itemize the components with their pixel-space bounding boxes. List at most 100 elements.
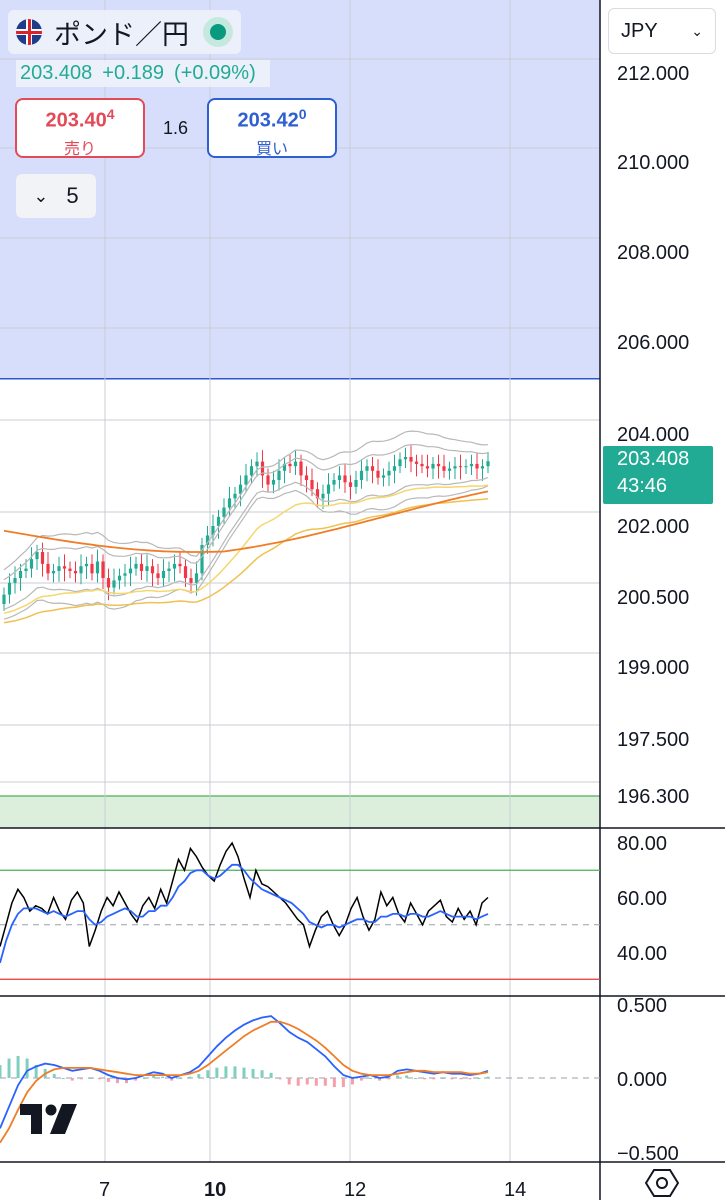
- rsi-axis-label-1: 60.00: [617, 888, 667, 910]
- symbol-header[interactable]: ポンド／円: [8, 10, 241, 54]
- candle-body: [288, 463, 292, 467]
- candle-body: [156, 573, 160, 579]
- candle-body: [227, 498, 232, 508]
- candle-body: [310, 480, 314, 490]
- candle-body: [436, 463, 441, 467]
- candle-body: [194, 573, 199, 583]
- candle-body: [480, 466, 485, 469]
- macd-histogram-bar: [206, 1070, 210, 1078]
- macd-histogram-bar: [269, 1072, 273, 1078]
- candle-body: [442, 466, 446, 471]
- candle-body: [90, 563, 94, 574]
- macd-histogram-bar: [287, 1078, 291, 1085]
- settings-hex-icon[interactable]: [645, 1168, 679, 1198]
- band-0: [3, 443, 489, 581]
- candle-body: [13, 578, 17, 583]
- candle-body: [167, 568, 171, 571]
- band-1: [3, 430, 489, 571]
- candle-body: [145, 566, 149, 571]
- candle-body: [431, 463, 435, 469]
- macd-histogram-bar: [459, 1078, 463, 1080]
- candle-body: [35, 552, 39, 560]
- macd-histogram-bar: [441, 1078, 445, 1079]
- macd-histogram-bar: [106, 1078, 110, 1082]
- last-price: 203.408: [20, 62, 93, 84]
- candle-body: [106, 578, 111, 588]
- macd-histogram-bar: [34, 1065, 38, 1078]
- candle-body: [172, 563, 177, 569]
- macd-histogram-bar: [369, 1078, 373, 1079]
- buy-price: 203.42: [237, 109, 299, 132]
- band-2: [3, 477, 489, 610]
- candle-body: [354, 480, 358, 487]
- candle-body: [255, 461, 259, 467]
- macd-histogram-bar: [88, 1078, 92, 1079]
- candle-body: [464, 466, 468, 468]
- macd-histogram-bar: [305, 1078, 309, 1085]
- candle-body: [123, 573, 127, 576]
- ema-mid: [3, 497, 489, 624]
- macd-histogram-bar: [477, 1078, 481, 1079]
- ema-fast: [3, 484, 489, 615]
- candle-body: [150, 566, 155, 574]
- macd-histogram-bar: [197, 1074, 201, 1078]
- macd-histogram-bar: [188, 1076, 192, 1078]
- buy-button[interactable]: 203.420 買い: [207, 98, 337, 158]
- macd-histogram-bar: [25, 1058, 29, 1078]
- price-axis-label-9: 196.300: [617, 786, 689, 808]
- indicators-toggle-button[interactable]: ⌄ 5: [16, 174, 96, 218]
- macd-histogram-bar: [70, 1078, 74, 1081]
- candle-body: [271, 480, 276, 485]
- macd-histogram-bar: [296, 1078, 300, 1086]
- uk-flag-icon: [16, 19, 42, 45]
- candle-body: [18, 570, 23, 579]
- macd-histogram-bar: [432, 1078, 436, 1080]
- candle-body: [73, 570, 78, 574]
- macd-histogram-bar: [260, 1070, 264, 1078]
- candle-body: [216, 516, 221, 526]
- price-axis-label-8: 197.500: [617, 729, 689, 751]
- candle-body: [128, 568, 133, 574]
- sell-button[interactable]: 203.404 売り: [15, 98, 145, 158]
- candle-body: [62, 566, 67, 569]
- chevron-down-icon: ⌄: [691, 22, 703, 39]
- rsi-line: [0, 841, 489, 949]
- candle-body: [200, 544, 204, 574]
- candle-body: [51, 570, 56, 574]
- tradingview-logo-icon[interactable]: [20, 1104, 78, 1134]
- candle-body: [79, 566, 83, 574]
- currency-value: JPY: [621, 19, 658, 42]
- chevron-down-icon: ⌄: [33, 185, 49, 206]
- candle-body: [381, 475, 386, 478]
- candle-body: [376, 470, 380, 478]
- currency-select[interactable]: JPY ⌄: [608, 8, 716, 54]
- price-axis-label-1: 210.000: [617, 152, 689, 174]
- macd-histogram-bar: [52, 1074, 56, 1078]
- candle-body: [244, 475, 248, 485]
- candle-body: [134, 563, 138, 569]
- price-summary: 203.408 +0.189 (+0.09%): [16, 60, 270, 87]
- macd-histogram-bar: [350, 1078, 354, 1085]
- macd-histogram-bar: [7, 1058, 11, 1078]
- candle-body: [29, 559, 34, 569]
- candle-body: [139, 563, 144, 571]
- candle-body: [238, 484, 243, 494]
- ema-slow: [3, 490, 489, 553]
- candle-body: [57, 566, 61, 571]
- macd-histogram-bar: [378, 1078, 382, 1081]
- macd-histogram-bar: [341, 1078, 345, 1088]
- candle-body: [414, 461, 419, 464]
- macd-histogram-bar: [242, 1067, 246, 1078]
- macd-signal-line: [0, 1020, 489, 1144]
- macd-histogram-bar: [79, 1078, 83, 1080]
- price-axis-label-2: 208.000: [617, 242, 689, 264]
- macd-histogram-bar: [278, 1078, 282, 1080]
- candle-body: [117, 575, 122, 581]
- candle-body: [46, 563, 50, 574]
- candle-body: [211, 526, 215, 536]
- rsi-ma-line: [0, 863, 489, 964]
- macd-histogram-bar: [233, 1066, 237, 1078]
- candle-body: [260, 461, 265, 476]
- sell-label: 売り: [63, 140, 96, 158]
